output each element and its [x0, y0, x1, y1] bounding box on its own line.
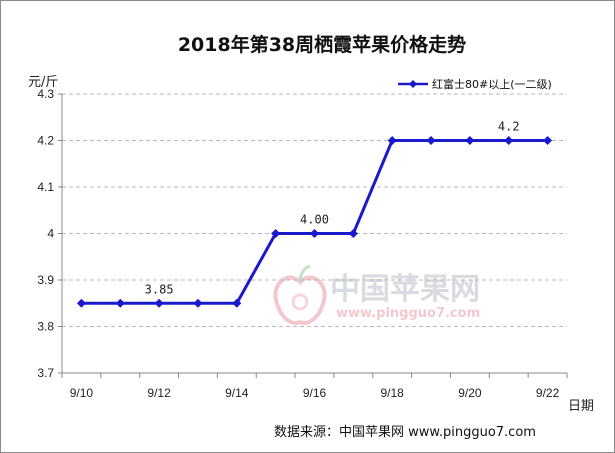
data-point [543, 136, 553, 145]
y-tick-label: 4 [47, 227, 54, 241]
y-tick-label: 4.2 [37, 134, 54, 148]
data-label: 4.00 [300, 213, 329, 227]
data-point [504, 136, 514, 145]
data-labels: 3.85 4.00 4.2 [145, 120, 520, 297]
data-point [310, 229, 319, 238]
watermark: 中国苹果网 www.pingguo7.com [273, 264, 480, 325]
data-point [465, 136, 475, 145]
x-tick-labels: 9/10 9/12 9/14 9/16 9/18 9/20 9/22 [70, 386, 560, 400]
source-note: 数据来源：中国苹果网 www.pingguo7.com [274, 425, 536, 440]
chart-title: 2018年第38周栖霞苹果价格走势 [178, 33, 466, 56]
x-tick-label: 9/16 [303, 386, 327, 400]
x-tick-label: 9/12 [147, 386, 171, 400]
legend: 红富士80#以上(一二级) [398, 77, 552, 91]
x-axis-unit: 日期 [568, 399, 594, 414]
x-tick-label: 9/20 [458, 386, 482, 400]
y-tick-label: 4.1 [37, 180, 54, 194]
y-tick-labels: 3.7 3.8 3.9 4 4.1 4.2 4.3 [37, 87, 54, 380]
data-point [193, 298, 203, 308]
data-label: 4.2 [498, 120, 520, 134]
y-tick-label: 3.7 [37, 366, 54, 380]
data-point [154, 298, 164, 308]
x-tick-label: 9/22 [536, 386, 560, 400]
axes [58, 93, 568, 378]
data-point [426, 136, 436, 145]
y-tick-label: 3.8 [37, 320, 54, 334]
y-axis-unit: 元/斤 [28, 75, 58, 90]
data-point [76, 298, 86, 308]
data-point [115, 298, 125, 308]
data-label: 3.85 [145, 282, 174, 296]
legend-marker [409, 80, 417, 88]
x-tick-label: 9/14 [225, 386, 249, 400]
y-tick-label: 4.3 [37, 87, 54, 101]
watermark-url: www.pingguo7.com [336, 306, 480, 321]
data-point [232, 298, 242, 308]
watermark-name: 中国苹果网 [330, 272, 480, 307]
y-tick-label: 3.9 [37, 273, 54, 287]
apple-logo-icon [273, 264, 327, 325]
series-group [76, 136, 553, 308]
legend-label: 红富士80#以上(一二级) [432, 77, 552, 91]
data-point [348, 229, 358, 238]
x-tick-label: 9/10 [70, 386, 94, 400]
data-point [271, 229, 281, 238]
grid [62, 93, 567, 327]
data-point [387, 136, 397, 145]
x-tick-label: 9/18 [381, 386, 405, 400]
